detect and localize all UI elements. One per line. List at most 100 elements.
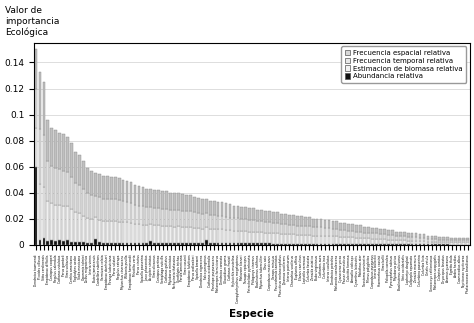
Bar bbox=[356, 232, 358, 238]
Bar bbox=[43, 82, 46, 135]
Bar bbox=[225, 243, 228, 245]
Bar bbox=[245, 243, 247, 245]
Bar bbox=[98, 174, 100, 197]
Bar bbox=[328, 244, 330, 245]
Bar bbox=[423, 234, 425, 238]
Bar bbox=[312, 244, 315, 245]
Bar bbox=[458, 243, 461, 245]
Bar bbox=[454, 243, 457, 245]
Bar bbox=[383, 229, 386, 234]
Bar bbox=[256, 244, 259, 245]
Bar bbox=[237, 231, 239, 243]
Bar bbox=[146, 189, 148, 207]
Bar bbox=[375, 244, 378, 245]
Bar bbox=[363, 233, 366, 238]
Bar bbox=[450, 243, 453, 245]
Bar bbox=[94, 217, 97, 239]
Bar bbox=[300, 216, 302, 225]
Bar bbox=[280, 224, 283, 234]
Bar bbox=[134, 205, 137, 224]
Bar bbox=[94, 239, 97, 245]
Bar bbox=[300, 244, 302, 245]
Bar bbox=[157, 243, 160, 245]
Bar bbox=[213, 229, 216, 243]
Bar bbox=[245, 231, 247, 243]
Bar bbox=[221, 243, 223, 245]
Bar bbox=[264, 222, 267, 233]
Bar bbox=[245, 207, 247, 219]
Bar bbox=[240, 207, 243, 219]
Bar bbox=[62, 206, 65, 242]
Bar bbox=[343, 230, 346, 237]
Bar bbox=[225, 203, 228, 217]
Bar bbox=[304, 244, 307, 245]
Bar bbox=[78, 214, 81, 242]
Bar bbox=[319, 219, 322, 227]
Bar bbox=[43, 135, 46, 187]
Bar bbox=[288, 215, 291, 224]
Bar bbox=[466, 238, 469, 240]
Bar bbox=[98, 197, 100, 220]
Bar bbox=[367, 233, 370, 238]
Bar bbox=[292, 244, 295, 245]
Bar bbox=[149, 242, 152, 245]
Bar bbox=[55, 205, 57, 241]
Bar bbox=[300, 225, 302, 234]
Bar bbox=[356, 238, 358, 244]
Bar bbox=[296, 244, 299, 245]
Bar bbox=[331, 221, 334, 229]
Bar bbox=[137, 243, 140, 245]
Bar bbox=[454, 238, 457, 240]
Bar bbox=[343, 223, 346, 230]
Bar bbox=[154, 243, 156, 245]
Bar bbox=[98, 242, 100, 245]
Bar bbox=[296, 216, 299, 225]
Bar bbox=[371, 239, 374, 244]
Bar bbox=[339, 244, 342, 245]
Bar bbox=[122, 222, 125, 243]
Bar bbox=[304, 217, 307, 226]
Bar bbox=[205, 199, 208, 213]
Bar bbox=[177, 210, 180, 226]
Bar bbox=[331, 244, 334, 245]
Bar bbox=[462, 238, 465, 240]
Bar bbox=[237, 243, 239, 245]
Bar bbox=[233, 243, 235, 245]
Bar bbox=[367, 238, 370, 244]
Bar bbox=[442, 237, 445, 240]
Bar bbox=[55, 130, 57, 168]
Bar bbox=[185, 227, 188, 243]
Bar bbox=[367, 244, 370, 245]
Bar bbox=[403, 232, 406, 236]
Bar bbox=[256, 221, 259, 232]
Bar bbox=[359, 232, 362, 238]
Bar bbox=[55, 241, 57, 245]
Bar bbox=[185, 212, 188, 227]
Bar bbox=[260, 232, 263, 244]
Bar bbox=[209, 243, 211, 245]
Bar bbox=[407, 233, 410, 237]
Bar bbox=[466, 240, 469, 243]
Bar bbox=[137, 224, 140, 243]
Bar bbox=[331, 236, 334, 244]
Bar bbox=[240, 219, 243, 231]
Bar bbox=[371, 234, 374, 239]
Bar bbox=[363, 226, 366, 233]
Bar bbox=[268, 211, 271, 222]
Bar bbox=[356, 244, 358, 245]
Bar bbox=[94, 196, 97, 217]
Bar bbox=[185, 243, 188, 245]
Bar bbox=[292, 224, 295, 234]
Bar bbox=[288, 234, 291, 244]
Bar bbox=[62, 134, 65, 171]
Bar bbox=[154, 225, 156, 243]
Bar bbox=[316, 235, 319, 244]
Bar bbox=[86, 193, 89, 218]
Bar bbox=[90, 219, 93, 243]
Bar bbox=[157, 225, 160, 243]
Bar bbox=[403, 244, 406, 245]
Bar bbox=[137, 186, 140, 205]
Bar bbox=[379, 229, 382, 234]
Bar bbox=[319, 235, 322, 244]
Bar bbox=[169, 243, 172, 245]
